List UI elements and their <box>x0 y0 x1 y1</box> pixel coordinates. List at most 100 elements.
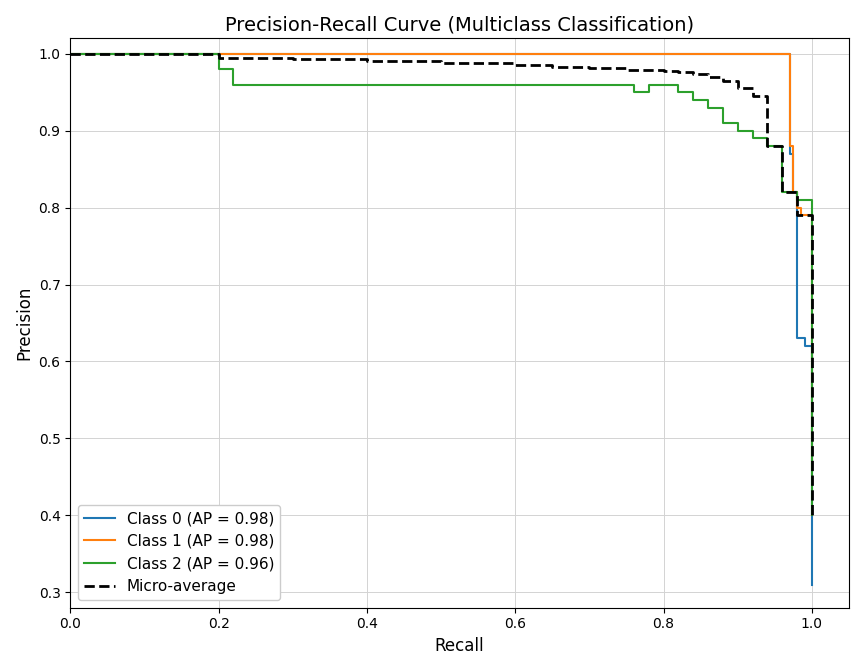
Class 2 (AP = 0.96) <box>658 80 669 88</box>
Class 2 (AP = 0.96) <box>302 80 313 88</box>
Micro-average <box>747 84 758 92</box>
Class 2 (AP = 0.96) <box>673 80 683 88</box>
Class 2 (AP = 0.96) <box>65 50 75 58</box>
Class 2 (AP = 0.96) <box>228 80 238 88</box>
Micro-average <box>547 61 557 69</box>
Class 0 (AP = 0.98) <box>785 50 795 58</box>
Micro-average <box>703 70 714 78</box>
Micro-average <box>510 61 520 69</box>
Title: Precision-Recall Curve (Multiclass Classification): Precision-Recall Curve (Multiclass Class… <box>226 15 694 34</box>
Micro-average <box>65 50 75 58</box>
Micro-average <box>213 50 224 58</box>
Class 0 (AP = 0.98) <box>65 50 75 58</box>
Class 1 (AP = 0.98) <box>796 211 806 219</box>
Micro-average <box>673 66 683 74</box>
Class 2 (AP = 0.96) <box>762 135 772 143</box>
Class 2 (AP = 0.96) <box>747 135 758 143</box>
Class 1 (AP = 0.98) <box>792 188 803 196</box>
Micro-average <box>547 63 557 71</box>
Micro-average <box>510 59 520 67</box>
Micro-average <box>436 58 447 66</box>
Micro-average <box>807 511 817 519</box>
Class 2 (AP = 0.96) <box>733 127 743 135</box>
Class 2 (AP = 0.96) <box>718 119 728 127</box>
Micro-average <box>362 58 372 66</box>
Class 1 (AP = 0.98) <box>807 465 817 473</box>
Class 1 (AP = 0.98) <box>792 204 803 212</box>
Class 2 (AP = 0.96) <box>733 119 743 127</box>
Class 2 (AP = 0.96) <box>777 188 787 196</box>
Class 2 (AP = 0.96) <box>644 88 654 96</box>
Micro-average <box>213 54 224 62</box>
Micro-average <box>621 64 632 72</box>
Class 2 (AP = 0.96) <box>273 80 283 88</box>
Micro-average <box>747 92 758 100</box>
X-axis label: Recall: Recall <box>435 637 485 655</box>
Class 2 (AP = 0.96) <box>718 104 728 112</box>
Class 0 (AP = 0.98) <box>788 188 798 196</box>
Class 2 (AP = 0.96) <box>540 80 550 88</box>
Class 2 (AP = 0.96) <box>213 65 224 73</box>
Class 2 (AP = 0.96) <box>703 96 714 104</box>
Micro-average <box>762 142 772 150</box>
Micro-average <box>673 68 683 76</box>
Class 2 (AP = 0.96) <box>792 188 803 196</box>
Class 0 (AP = 0.98) <box>799 342 810 350</box>
Micro-average <box>584 64 594 72</box>
Micro-average <box>288 55 298 63</box>
Class 2 (AP = 0.96) <box>688 88 698 96</box>
Line: Class 0 (AP = 0.98): Class 0 (AP = 0.98) <box>70 54 812 585</box>
Class 2 (AP = 0.96) <box>540 80 550 88</box>
Class 0 (AP = 0.98) <box>792 188 803 196</box>
Class 2 (AP = 0.96) <box>792 196 803 204</box>
Micro-average <box>733 76 743 84</box>
Micro-average <box>792 211 803 219</box>
Class 2 (AP = 0.96) <box>688 96 698 104</box>
Micro-average <box>436 59 447 67</box>
Line: Micro-average: Micro-average <box>70 54 812 515</box>
Class 2 (AP = 0.96) <box>703 104 714 112</box>
Class 1 (AP = 0.98) <box>785 142 795 150</box>
Micro-average <box>621 66 632 74</box>
Micro-average <box>362 55 372 63</box>
Class 2 (AP = 0.96) <box>629 88 639 96</box>
Class 2 (AP = 0.96) <box>480 80 491 88</box>
Micro-average <box>288 54 298 62</box>
Class 2 (AP = 0.96) <box>658 80 669 88</box>
Class 1 (AP = 0.98) <box>807 211 817 219</box>
Class 0 (AP = 0.98) <box>807 342 817 350</box>
Class 2 (AP = 0.96) <box>777 188 787 196</box>
Class 0 (AP = 0.98) <box>785 149 795 157</box>
Micro-average <box>584 63 594 71</box>
Line: Class 1 (AP = 0.98): Class 1 (AP = 0.98) <box>70 54 812 469</box>
Class 0 (AP = 0.98) <box>799 334 810 342</box>
Class 2 (AP = 0.96) <box>480 80 491 88</box>
Class 0 (AP = 0.98) <box>807 581 817 589</box>
Legend: Class 0 (AP = 0.98), Class 1 (AP = 0.98), Class 2 (AP = 0.96), Micro-average: Class 0 (AP = 0.98), Class 1 (AP = 0.98)… <box>78 505 281 600</box>
Micro-average <box>762 92 772 100</box>
Micro-average <box>658 66 669 74</box>
Micro-average <box>703 73 714 81</box>
Class 2 (AP = 0.96) <box>644 80 654 88</box>
Micro-average <box>688 70 698 78</box>
Class 0 (AP = 0.98) <box>792 334 803 342</box>
Micro-average <box>718 73 728 81</box>
Class 0 (AP = 0.98) <box>788 149 798 157</box>
Micro-average <box>658 66 669 74</box>
Class 2 (AP = 0.96) <box>807 511 817 519</box>
Micro-average <box>733 84 743 92</box>
Class 1 (AP = 0.98) <box>788 188 798 196</box>
Y-axis label: Precision: Precision <box>15 286 33 360</box>
Line: Class 2 (AP = 0.96): Class 2 (AP = 0.96) <box>70 54 812 515</box>
Micro-average <box>777 142 787 150</box>
Class 1 (AP = 0.98) <box>788 142 798 150</box>
Class 1 (AP = 0.98) <box>65 50 75 58</box>
Micro-average <box>807 211 817 219</box>
Micro-average <box>718 76 728 84</box>
Class 2 (AP = 0.96) <box>747 127 758 135</box>
Micro-average <box>792 188 803 196</box>
Class 2 (AP = 0.96) <box>228 65 238 73</box>
Class 2 (AP = 0.96) <box>629 80 639 88</box>
Class 2 (AP = 0.96) <box>213 50 224 58</box>
Class 1 (AP = 0.98) <box>796 204 806 212</box>
